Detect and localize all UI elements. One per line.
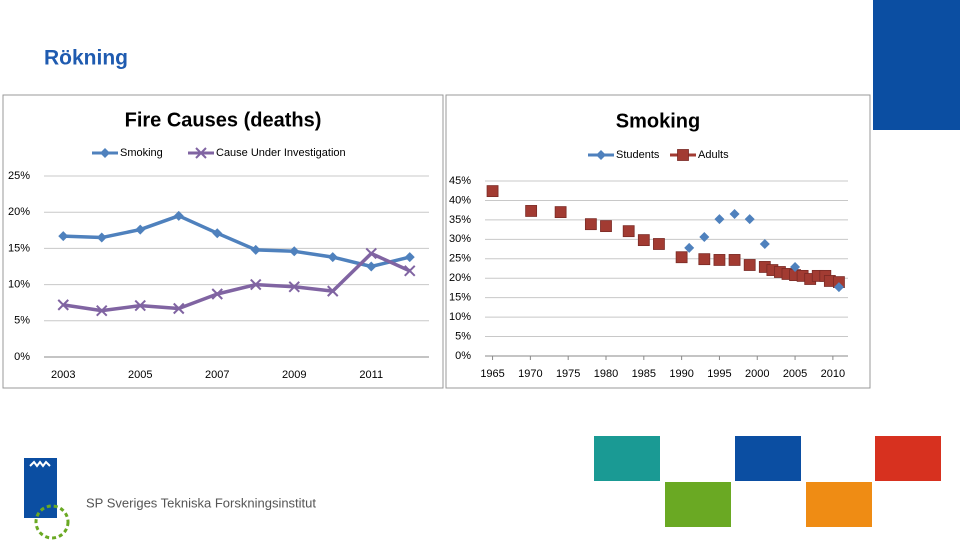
marker (58, 231, 69, 242)
x-tick-label: 2005 (783, 368, 807, 380)
marker (366, 261, 377, 272)
logo-block (24, 458, 57, 518)
deco-square (735, 436, 801, 481)
y-tick-label: 20% (8, 206, 30, 218)
x-tick-label: 1975 (556, 368, 580, 380)
marker (57, 299, 69, 311)
marker (327, 252, 338, 263)
marker (96, 304, 108, 317)
marker (96, 232, 107, 243)
marker (600, 220, 612, 233)
deco-square (665, 482, 731, 527)
x-tick-label: 2005 (128, 369, 152, 381)
x-tick-label: 2011 (359, 369, 383, 381)
y-tick-label: 35% (449, 214, 471, 226)
y-tick-label: 20% (449, 272, 471, 284)
x-tick-label: 2000 (745, 368, 769, 380)
marker (250, 244, 261, 255)
y-tick-label: 0% (14, 351, 30, 363)
y-tick-label: 40% (449, 194, 471, 206)
marker (675, 251, 688, 264)
marker (714, 214, 725, 225)
marker (327, 285, 339, 297)
chart-title: Fire Causes (deaths) (125, 109, 322, 131)
x-tick-label: 1985 (632, 368, 656, 380)
marker (698, 253, 711, 266)
deco-square (806, 482, 872, 527)
series-line (62, 251, 411, 313)
deco-square (594, 436, 660, 481)
marker (622, 225, 635, 238)
y-tick-label: 45% (449, 175, 471, 187)
y-tick-label: 30% (449, 233, 471, 245)
marker (212, 228, 223, 239)
slide-title: Rökning (44, 47, 128, 70)
corner-block (873, 0, 960, 130)
y-tick-label: 25% (449, 253, 471, 265)
x-tick-label: 1980 (594, 368, 618, 380)
x-tick-label: 1965 (480, 368, 504, 380)
x-tick-label: 2010 (821, 368, 845, 380)
marker (135, 224, 146, 235)
marker (404, 265, 416, 277)
marker (173, 210, 184, 221)
marker (554, 206, 567, 219)
legend-label: Smoking (120, 147, 163, 159)
y-tick-label: 5% (455, 330, 471, 342)
logo-ring (34, 504, 70, 540)
marker (404, 252, 415, 263)
marker (596, 150, 606, 160)
marker (790, 261, 801, 272)
logo (24, 458, 70, 540)
marker (684, 242, 695, 253)
x-tick-label: 2003 (51, 369, 75, 381)
chart-title: Smoking (616, 110, 700, 132)
marker (134, 299, 146, 312)
marker (653, 238, 665, 250)
marker (728, 254, 741, 266)
marker (289, 246, 300, 257)
y-tick-label: 10% (449, 311, 471, 323)
marker (729, 209, 740, 220)
footer-text: SP Sveriges Tekniska Forskningsinstitut (86, 495, 316, 510)
x-tick-label: 2007 (205, 369, 229, 381)
x-tick-label: 1995 (707, 368, 731, 380)
marker (195, 147, 207, 159)
marker (288, 281, 300, 293)
y-tick-label: 0% (455, 350, 471, 362)
x-tick-label: 1970 (518, 368, 542, 380)
marker (584, 218, 597, 231)
y-tick-label: 25% (8, 170, 30, 182)
marker (744, 214, 755, 225)
marker (677, 149, 689, 161)
marker (100, 148, 110, 158)
x-tick-label: 1990 (669, 368, 693, 380)
logo-crown (29, 460, 51, 468)
marker (833, 282, 844, 293)
y-tick-label: 10% (8, 279, 30, 291)
marker (211, 288, 223, 300)
marker (525, 205, 538, 217)
legend-label: Adults (698, 149, 729, 161)
marker (486, 185, 499, 198)
marker (637, 234, 650, 247)
legend-label: Cause Under Investigation (216, 147, 346, 159)
series-line (63, 214, 411, 269)
marker (743, 259, 756, 271)
marker (173, 302, 185, 315)
y-tick-label: 5% (14, 315, 30, 327)
y-tick-label: 15% (8, 242, 30, 254)
marker (365, 247, 377, 260)
x-tick-label: 2009 (282, 369, 306, 381)
legend-label: Students (616, 149, 660, 161)
marker (699, 232, 710, 242)
marker (250, 278, 262, 291)
marker (759, 239, 770, 249)
chart-frame (2, 94, 444, 389)
y-tick-label: 15% (449, 292, 471, 304)
deco-square (875, 436, 941, 481)
marker (713, 254, 726, 266)
